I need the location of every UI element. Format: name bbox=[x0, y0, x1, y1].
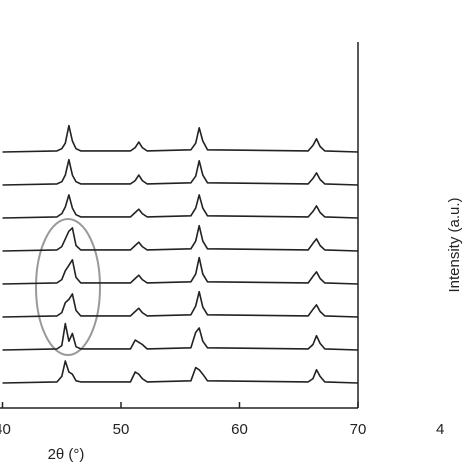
pattern-line bbox=[2, 256, 359, 285]
right-panel-tick-label: 4 bbox=[436, 421, 444, 438]
pattern-line bbox=[2, 360, 359, 384]
x-tick-label: 40 bbox=[0, 421, 11, 438]
x-tick-label: 50 bbox=[113, 421, 130, 438]
pattern-line bbox=[2, 224, 359, 252]
x-axis-label: 2θ (°) bbox=[48, 446, 85, 463]
pattern-line bbox=[2, 194, 359, 219]
x-tick-label: 70 bbox=[350, 421, 367, 438]
x-tick-label: 60 bbox=[231, 421, 248, 438]
pattern-line bbox=[2, 322, 359, 351]
pattern-line bbox=[2, 158, 359, 186]
highlight-ellipse bbox=[35, 218, 101, 356]
pattern-line bbox=[2, 124, 359, 153]
y-axis-label: Intensity (a.u.) bbox=[446, 197, 463, 292]
pattern-line bbox=[2, 290, 359, 318]
